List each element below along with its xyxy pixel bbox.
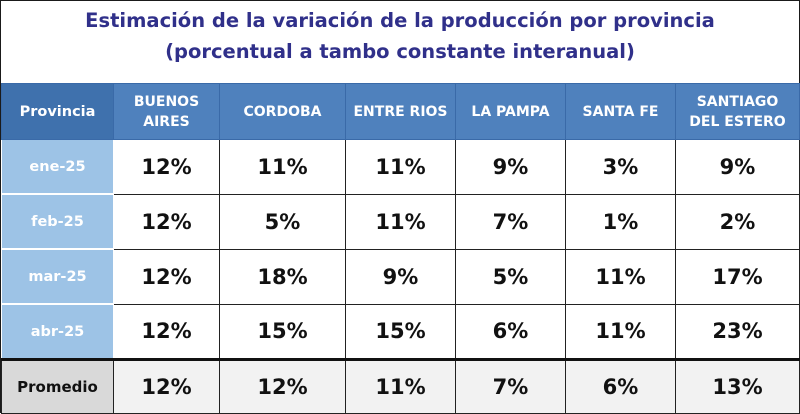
- table-cell: 11%: [565, 248, 676, 305]
- column-header-line: LA PAMPA: [471, 103, 550, 120]
- column-header-line: CORDOBA: [243, 103, 322, 120]
- table-cell: 12%: [113, 193, 220, 250]
- average-cell: 12%: [113, 358, 220, 414]
- header-row: Provincia BUENOS AIRES CORDOBA ENTRE RIO…: [1, 83, 800, 140]
- table-cell: 2%: [675, 193, 800, 250]
- average-cell: 13%: [675, 358, 800, 414]
- table-row: abr-25 12% 15% 15% 6% 11% 23%: [1, 303, 800, 361]
- column-header: BUENOS AIRES: [113, 83, 220, 140]
- table-row: mar-25 12% 18% 9% 5% 11% 17%: [1, 248, 800, 305]
- row-label: ene-25: [1, 139, 114, 195]
- table-cell: 12%: [113, 248, 220, 305]
- column-header: CORDOBA: [219, 83, 346, 140]
- average-cell: 12%: [219, 358, 346, 414]
- table-cell: 15%: [219, 303, 346, 360]
- column-header-line: SANTA FE: [582, 103, 659, 120]
- table-cell: 11%: [345, 139, 456, 195]
- table-cell: 9%: [675, 139, 800, 195]
- table-cell: 5%: [219, 193, 346, 250]
- chart-title: Estimación de la variación de la producc…: [1, 5, 799, 67]
- table-cell: 6%: [455, 303, 566, 360]
- table-cell: 1%: [565, 193, 676, 250]
- average-label: Promedio: [1, 358, 114, 414]
- column-header: ENTRE RIOS: [345, 83, 456, 140]
- column-header-provincia: Provincia: [1, 83, 114, 140]
- table-row: feb-25 12% 5% 11% 7% 1% 2%: [1, 193, 800, 250]
- column-header-line: DEL ESTERO: [689, 113, 786, 130]
- table-cell: 5%: [455, 248, 566, 305]
- average-cell: 6%: [565, 358, 676, 414]
- table-cell: 11%: [345, 193, 456, 250]
- column-header: LA PAMPA: [455, 83, 566, 140]
- average-cell: 7%: [455, 358, 566, 414]
- column-header-line: AIRES: [143, 113, 190, 130]
- table-cell: 9%: [455, 139, 566, 195]
- table-cell: 23%: [675, 303, 800, 360]
- table-cell: 11%: [565, 303, 676, 360]
- table-cell: 3%: [565, 139, 676, 195]
- column-header: SANTIAGO DEL ESTERO: [675, 83, 800, 140]
- table-cell: 12%: [113, 139, 220, 195]
- row-label: abr-25: [1, 303, 114, 361]
- table-cell: 11%: [219, 139, 346, 195]
- table-cell: 15%: [345, 303, 456, 360]
- average-cell: 11%: [345, 358, 456, 414]
- row-label: feb-25: [1, 193, 114, 250]
- average-row: Promedio 12% 12% 11% 7% 6% 13%: [1, 358, 800, 414]
- row-label: mar-25: [1, 248, 114, 305]
- table-cell: 18%: [219, 248, 346, 305]
- column-header-line: SANTIAGO: [696, 93, 779, 110]
- title-line-2: (porcentual a tambo constante interanual…: [165, 40, 635, 63]
- table-cell: 12%: [113, 303, 220, 360]
- column-header-line: BUENOS: [133, 93, 200, 110]
- column-header-line: ENTRE RIOS: [353, 103, 448, 120]
- production-table: Provincia BUENOS AIRES CORDOBA ENTRE RIO…: [1, 83, 800, 414]
- title-line-1: Estimación de la variación de la producc…: [85, 9, 715, 32]
- table-row: ene-25 12% 11% 11% 9% 3% 9%: [1, 139, 800, 195]
- table-cell: 9%: [345, 248, 456, 305]
- table-cell: 7%: [455, 193, 566, 250]
- table-cell: 17%: [675, 248, 800, 305]
- column-header: SANTA FE: [565, 83, 676, 140]
